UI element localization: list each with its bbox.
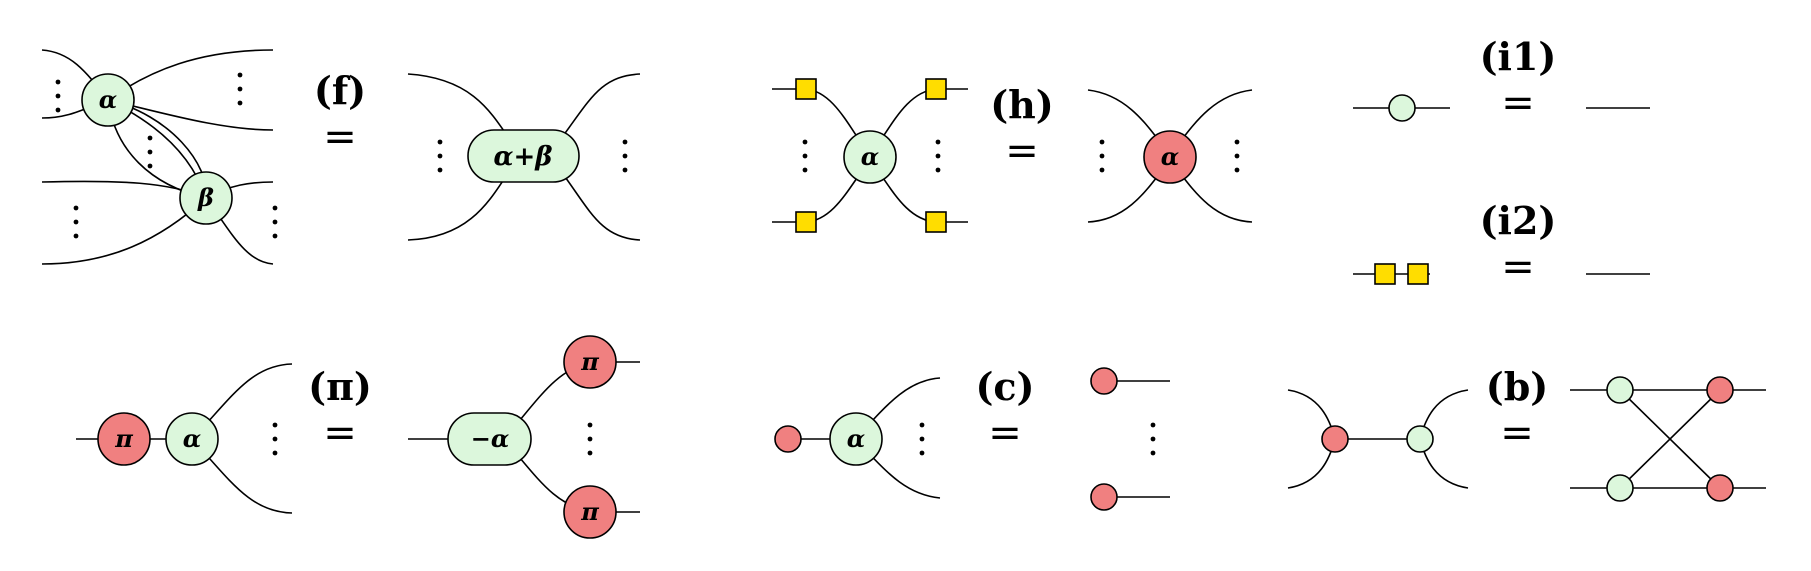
b-red-spider-bottom bbox=[1706, 474, 1734, 502]
rule-label: (c) bbox=[975, 364, 1034, 409]
spider-phase-label: α bbox=[847, 424, 865, 453]
rule-label: (f) bbox=[314, 68, 366, 113]
hadamard-box bbox=[795, 78, 817, 100]
pi-red-spider-pi-top bbox=[563, 335, 617, 389]
b-green-spider-bottom bbox=[1606, 474, 1634, 502]
vertical-ellipsis bbox=[919, 422, 925, 456]
i1-green-spider bbox=[1388, 94, 1416, 122]
hadamard-box bbox=[795, 211, 817, 233]
h-green-spider-alpha bbox=[843, 130, 897, 184]
pi-green-spider-neg-alpha bbox=[447, 412, 532, 466]
vertical-ellipsis bbox=[802, 139, 808, 173]
rule-label: (i2) bbox=[1480, 198, 1557, 243]
vertical-ellipsis bbox=[272, 422, 278, 456]
spider-phase-label: π bbox=[580, 347, 599, 376]
vertical-ellipsis bbox=[55, 79, 61, 113]
h-red-spider-alpha bbox=[1143, 130, 1197, 184]
rule-i2: (i2) = bbox=[1353, 198, 1650, 290]
rule-label: (π) bbox=[308, 364, 372, 409]
f-rhs-wire bbox=[559, 169, 641, 241]
spider-phase-label: π bbox=[580, 497, 599, 526]
b-red-spider bbox=[1321, 425, 1349, 453]
vertical-ellipsis bbox=[1150, 422, 1156, 456]
f-green-spider-alpha bbox=[81, 73, 135, 127]
vertical-ellipsis bbox=[437, 139, 443, 173]
spider-phase-label: α bbox=[183, 424, 201, 453]
spider-phase-label: −α bbox=[471, 424, 510, 453]
rule-label: (h) bbox=[990, 82, 1054, 127]
vertical-ellipsis bbox=[587, 422, 593, 456]
c-red-spider bbox=[774, 425, 802, 453]
rule-h: α (h) = α bbox=[772, 78, 1253, 233]
vertical-ellipsis bbox=[272, 205, 278, 239]
equals-sign: = bbox=[1005, 128, 1039, 174]
equals-sign: = bbox=[1501, 244, 1535, 290]
f-green-spider-beta bbox=[179, 171, 233, 225]
spider-phase-label: α bbox=[861, 142, 879, 171]
rule-i1: (i1) = bbox=[1353, 34, 1650, 126]
hadamard-box bbox=[925, 211, 947, 233]
equals-sign: = bbox=[1500, 410, 1534, 456]
c-green-spider-alpha bbox=[829, 412, 883, 466]
spider-phase-label: α bbox=[1161, 142, 1179, 171]
vertical-ellipsis bbox=[147, 135, 153, 169]
equals-sign: = bbox=[323, 114, 357, 160]
vertical-ellipsis bbox=[73, 205, 79, 239]
hadamard-box bbox=[1407, 263, 1429, 285]
spider-phase-label: β bbox=[197, 183, 214, 212]
rule-c: α (c) = bbox=[774, 364, 1170, 511]
rule-b: (b) = bbox=[1287, 364, 1766, 502]
rule-label: (i1) bbox=[1480, 34, 1557, 79]
vertical-ellipsis bbox=[935, 139, 941, 173]
spider-phase-label: π bbox=[114, 424, 133, 453]
vertical-ellipsis bbox=[622, 139, 628, 173]
b-rhs-wire bbox=[1619, 389, 1721, 489]
b-green-spider bbox=[1406, 425, 1434, 453]
b-green-spider-top bbox=[1606, 376, 1634, 404]
equals-sign: = bbox=[1501, 80, 1535, 126]
vertical-ellipsis bbox=[1234, 139, 1240, 173]
rule-label: (b) bbox=[1486, 364, 1549, 409]
pi-green-spider-alpha bbox=[165, 412, 219, 466]
rule-pi: π α (π) = −α π π bbox=[76, 335, 640, 539]
hadamard-box bbox=[925, 78, 947, 100]
pi-red-spider-pi-bottom bbox=[563, 485, 617, 539]
b-red-spider-top bbox=[1706, 376, 1734, 404]
rule-f: α β (f) = α+β bbox=[41, 49, 641, 265]
f-green-spider-fused bbox=[467, 129, 580, 183]
vertical-ellipsis bbox=[1099, 139, 1105, 173]
equals-sign: = bbox=[988, 410, 1022, 456]
c-red-spider-bottom bbox=[1090, 483, 1118, 511]
equals-sign: = bbox=[323, 410, 357, 456]
c-red-spider-top bbox=[1090, 367, 1118, 395]
pi-red-spider-pi bbox=[97, 412, 151, 466]
vertical-ellipsis bbox=[237, 72, 243, 106]
f-rhs-wire bbox=[559, 73, 641, 141]
spider-phase-label: α bbox=[99, 85, 117, 114]
hadamard-box bbox=[1374, 263, 1396, 285]
spider-phase-label: α+β bbox=[493, 142, 552, 172]
